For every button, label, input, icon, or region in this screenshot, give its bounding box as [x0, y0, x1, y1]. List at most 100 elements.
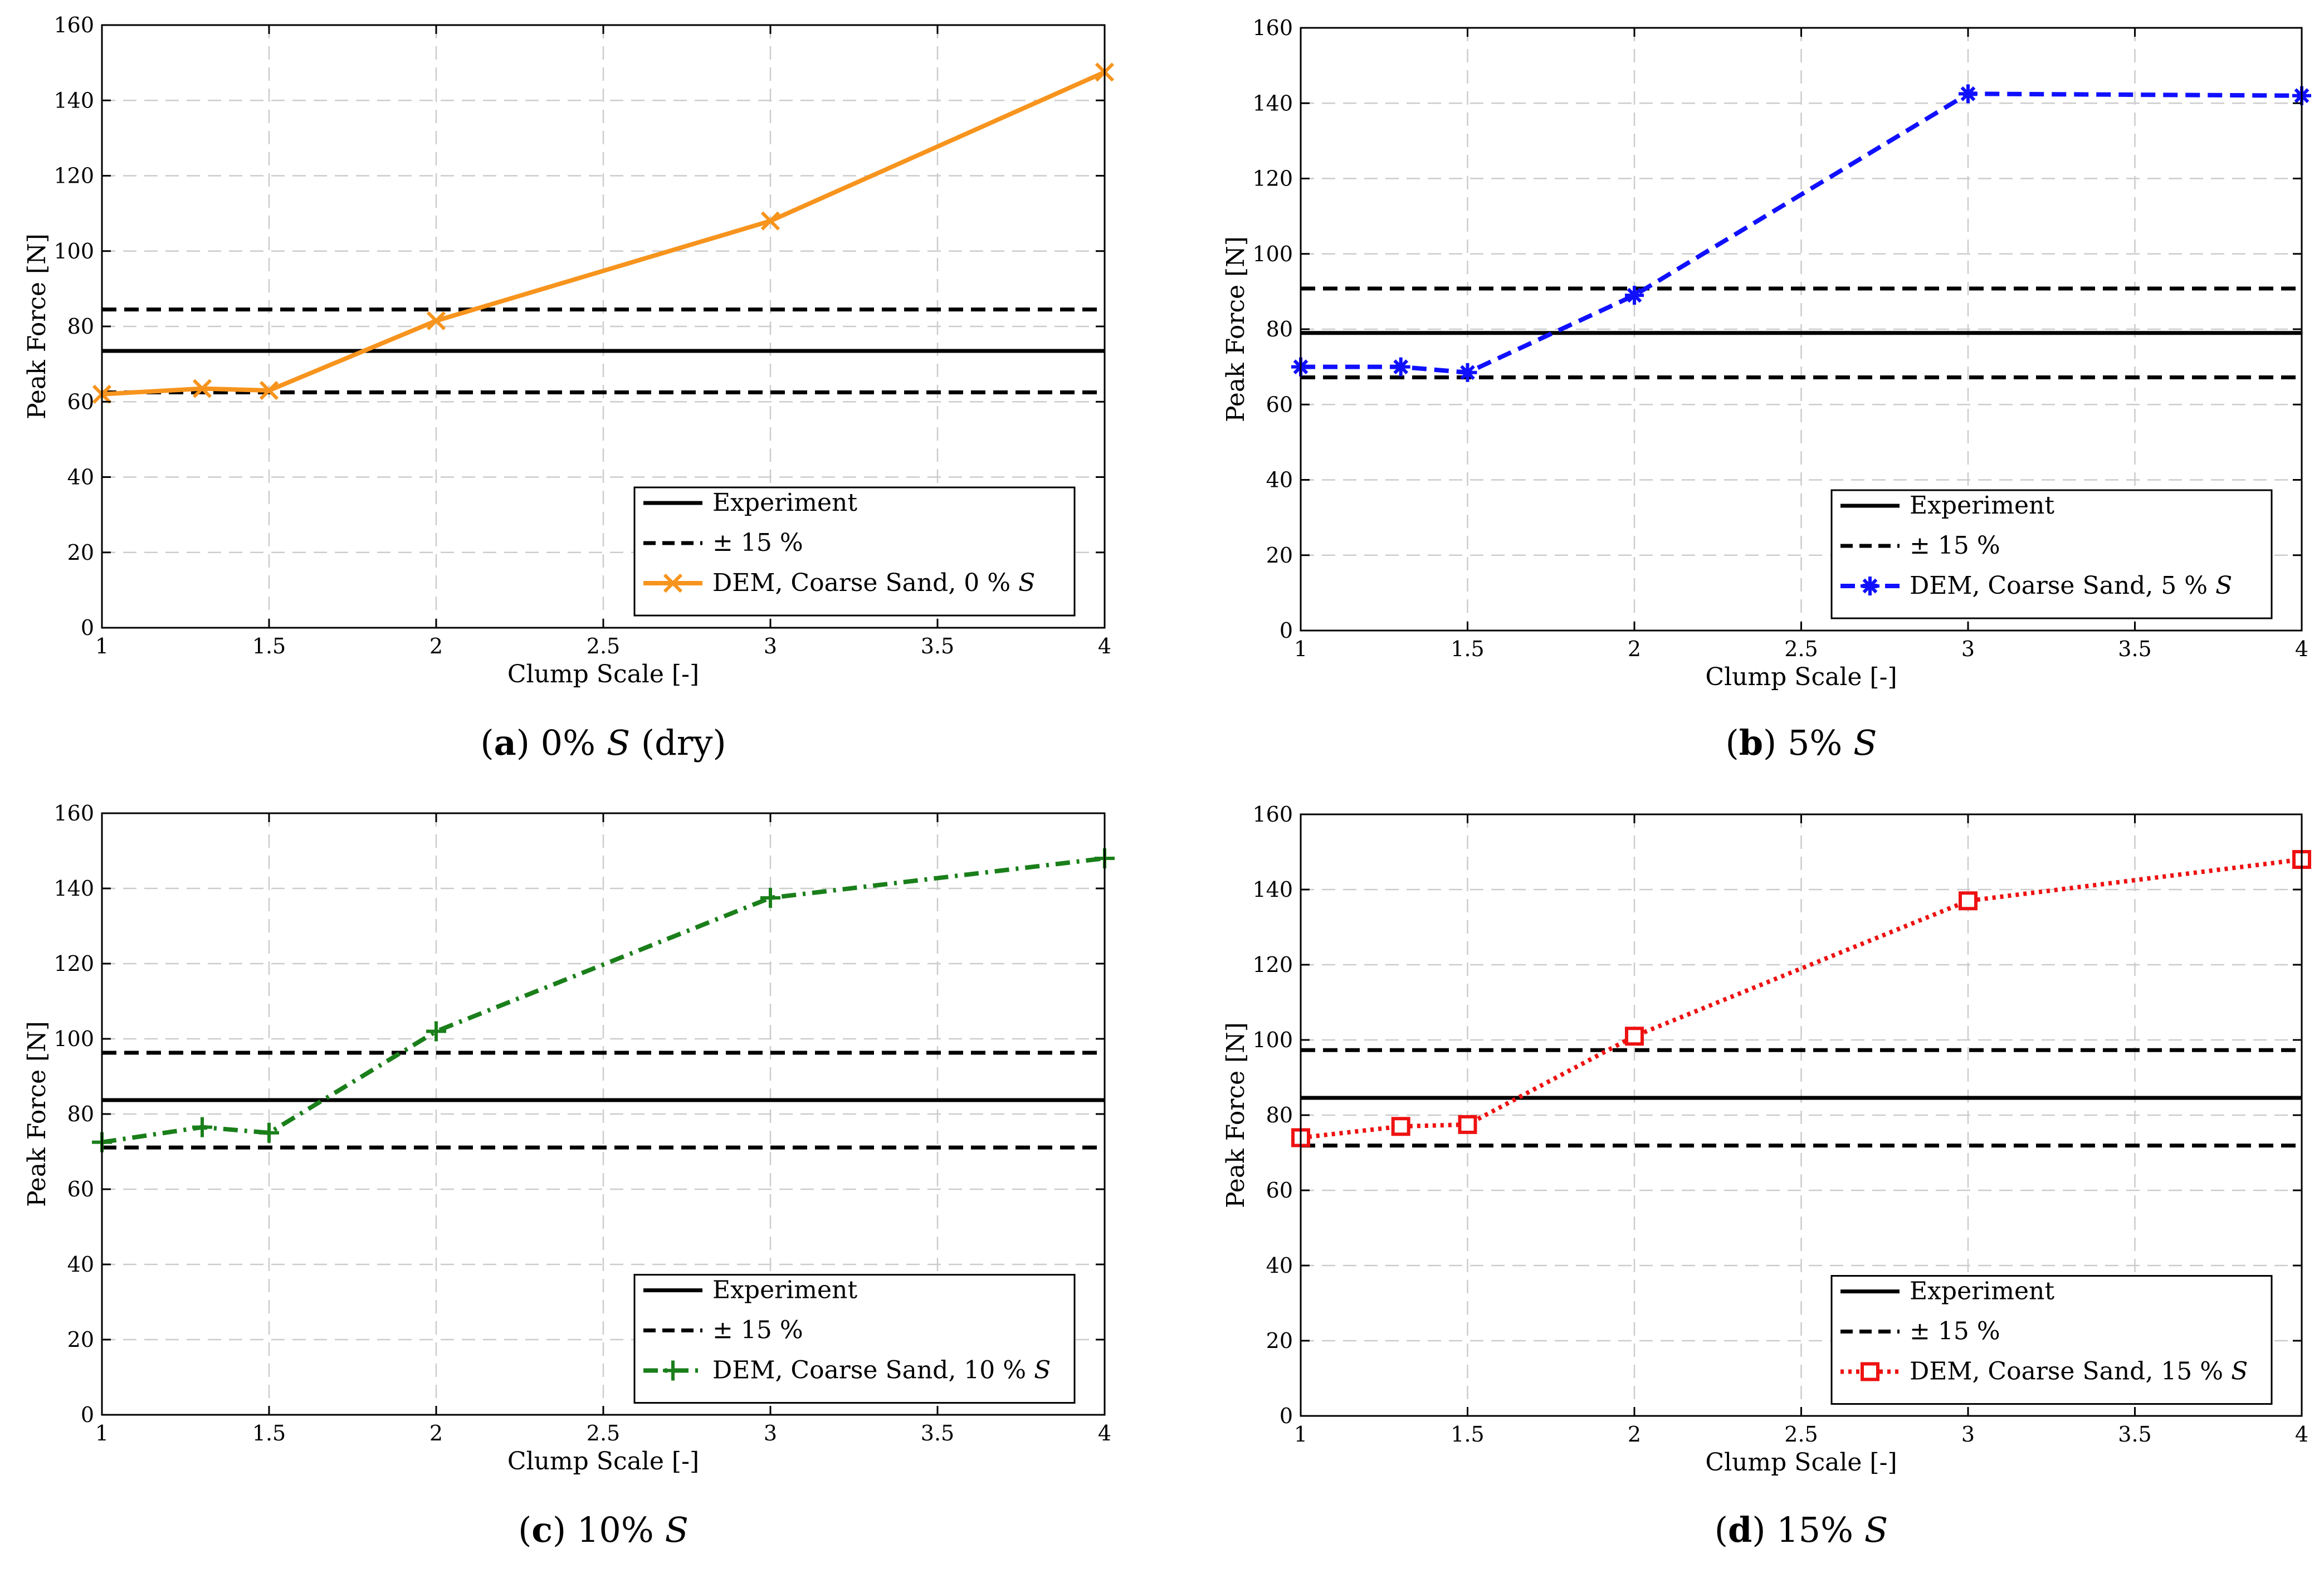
- legend-box: [633, 486, 1076, 617]
- y-tick-label: 0: [81, 615, 94, 640]
- x-tick-label: 2: [429, 1421, 443, 1445]
- panel-caption: (d) 15% S: [1715, 1510, 1888, 1550]
- caption-open: (: [518, 1510, 531, 1550]
- legend-box: [1830, 489, 2273, 619]
- y-tick-label: 100: [1252, 1028, 1293, 1052]
- legend-band-label: ± 15 %: [1910, 1317, 2000, 1346]
- x-tick-label: 3: [1961, 637, 1975, 661]
- legend-series-marker: [1861, 1362, 1879, 1381]
- x-tick-label: 4: [2295, 637, 2308, 661]
- y-tick-label: 0: [1280, 1404, 1293, 1428]
- legend: Experiment ± 15 % DEM, Coarse Sand, 5 % S: [1830, 489, 2273, 619]
- caption-letter: d: [1728, 1510, 1752, 1550]
- x-tick-label: 3: [1961, 1422, 1975, 1447]
- caption-open: (: [480, 722, 494, 763]
- x-tick-label: 1.5: [1451, 637, 1484, 661]
- y-tick-label: 100: [53, 1027, 94, 1051]
- legend-band-label: ± 15 %: [712, 1316, 803, 1345]
- y-tick-label: 120: [1252, 167, 1293, 191]
- x-tick-label: 1.5: [1451, 1422, 1484, 1447]
- y-tick-label: 120: [53, 951, 94, 976]
- x-tick-label: 3.5: [921, 1421, 954, 1445]
- y-axis-label: Peak Force [N]: [1222, 1022, 1250, 1208]
- legend-series-marker: [663, 573, 683, 593]
- legend-experiment-label: Experiment: [1910, 1277, 2054, 1306]
- x-tick-label: 4: [1098, 1421, 1111, 1445]
- legend-series-symbol: S: [2215, 571, 2232, 600]
- panel-a: 1 1.5 2 2.5 3 3.5 4020406080100120140160Clump …: [23, 13, 1115, 763]
- y-tick-label: 60: [1266, 1178, 1293, 1203]
- y-tick-label: 120: [1252, 952, 1293, 977]
- x-tick-label: 2: [1628, 637, 1641, 661]
- y-tick-label: 160: [1252, 802, 1293, 827]
- x-tick-label: 4: [1098, 634, 1111, 658]
- y-tick-label: 80: [1266, 317, 1293, 341]
- data-point: [192, 379, 212, 398]
- data-point: [1458, 363, 1477, 382]
- data-point: [1959, 891, 1978, 911]
- caption-letter: a: [494, 722, 516, 763]
- y-tick-label: 40: [67, 1252, 94, 1277]
- x-tick-label: 2: [429, 634, 443, 658]
- data-point: [192, 1117, 212, 1137]
- x-tick-label: 2.5: [1784, 1422, 1818, 1447]
- caption-symbol: S: [1853, 722, 1877, 763]
- legend-series-text: DEM, Coarse Sand, 10 %: [712, 1356, 1034, 1385]
- x-tick-label: 3: [764, 1421, 777, 1445]
- legend-series-symbol: S: [1034, 1356, 1051, 1385]
- legend-series-text: DEM, Coarse Sand, 0 %: [712, 569, 1018, 597]
- y-tick-label: 60: [1266, 392, 1293, 417]
- x-tick-label: 1: [95, 634, 109, 658]
- panel-caption: (a) 0% S (dry): [480, 722, 726, 763]
- y-tick-label: 60: [67, 1177, 94, 1201]
- x-tick-label: 1: [1294, 1422, 1307, 1447]
- y-tick-label: 160: [53, 801, 94, 825]
- x-axis-label: Clump Scale [-]: [507, 660, 699, 688]
- y-tick-label: 20: [67, 1327, 94, 1352]
- legend-series-symbol: S: [2231, 1357, 2248, 1386]
- x-tick-label: 3.5: [2118, 1422, 2151, 1447]
- y-tick-label: 40: [1266, 468, 1293, 492]
- x-axis-label: Clump Scale [-]: [507, 1447, 699, 1476]
- data-point: [426, 311, 446, 330]
- data-point: [1391, 1117, 1410, 1136]
- legend-series-text: DEM, Coarse Sand, 5 %: [1910, 571, 2215, 600]
- y-tick-label: 60: [67, 389, 94, 414]
- legend-band-label: ± 15 %: [712, 529, 803, 557]
- series-line: [1300, 857, 2302, 1140]
- legend-series-marker: [663, 1360, 683, 1381]
- x-tick-label: 2.5: [587, 634, 620, 658]
- y-axis-label: Peak Force [N]: [1222, 236, 1250, 422]
- x-axis-label: Clump Scale [-]: [1705, 1448, 1897, 1477]
- panel-caption: (c) 10% S: [518, 1510, 689, 1550]
- x-tick-label: 1.5: [252, 634, 286, 658]
- legend-series-label: DEM, Coarse Sand, 5 % S: [1910, 571, 2232, 600]
- x-axis-label: Clump Scale [-]: [1705, 663, 1897, 691]
- legend-box: [1830, 1275, 2273, 1405]
- data-point: [760, 211, 780, 231]
- x-tick-label: 4: [2295, 1422, 2308, 1447]
- x-tick-label: 2.5: [1784, 637, 1818, 661]
- panel-d: 1 1.5 2 2.5 3 3.5 4020406080100120140160Clump …: [1222, 802, 2311, 1550]
- series-line: [101, 856, 1105, 1145]
- legend: Experiment ± 15 % DEM, Coarse Sand, 15 % S: [1830, 1275, 2273, 1405]
- x-tick-label: 1: [95, 1421, 109, 1445]
- x-tick-label: 3.5: [921, 634, 954, 658]
- legend-experiment-label: Experiment: [712, 488, 857, 517]
- caption-open: (: [1725, 722, 1739, 763]
- y-tick-label: 140: [1252, 91, 1293, 115]
- y-axis-label: Peak Force [N]: [23, 1021, 51, 1207]
- legend-experiment-label: Experiment: [1910, 491, 2054, 520]
- data-point: [1458, 1115, 1477, 1134]
- x-tick-label: 1.5: [252, 1421, 286, 1445]
- y-tick-label: 0: [1280, 618, 1293, 643]
- y-tick-label: 140: [53, 88, 94, 113]
- caption-symbol: S: [665, 1510, 688, 1550]
- legend: Experiment ± 15 % DEM, Coarse Sand, 0 % S: [633, 486, 1076, 617]
- y-tick-label: 20: [1266, 543, 1293, 568]
- legend-experiment-label: Experiment: [712, 1276, 857, 1305]
- caption-close: ) 10%: [553, 1510, 665, 1550]
- data-point: [1625, 1027, 1644, 1046]
- legend-series-symbol: S: [1018, 569, 1035, 597]
